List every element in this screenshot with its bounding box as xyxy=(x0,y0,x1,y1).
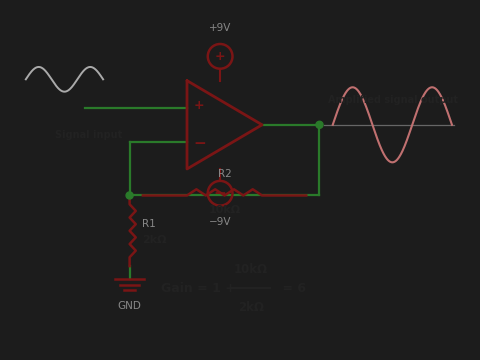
Text: −: − xyxy=(193,136,206,151)
Circle shape xyxy=(316,121,323,128)
Text: +: + xyxy=(215,50,226,63)
Text: 2kΩ: 2kΩ xyxy=(238,301,264,314)
Text: 10kΩ: 10kΩ xyxy=(234,263,268,276)
Text: +: + xyxy=(193,99,204,112)
Text: −9V: −9V xyxy=(209,217,231,227)
Text: 10kΩ: 10kΩ xyxy=(208,205,240,215)
Text: +9V: +9V xyxy=(209,23,231,33)
Text: R1: R1 xyxy=(142,219,156,229)
Text: Amplified signal output: Amplified signal output xyxy=(328,95,458,105)
Text: Gain = 1 +: Gain = 1 + xyxy=(160,282,240,295)
Text: = 6: = 6 xyxy=(278,282,306,295)
Circle shape xyxy=(126,192,133,199)
Text: GND: GND xyxy=(118,301,142,311)
Text: Signal input: Signal input xyxy=(55,130,122,140)
Text: R2: R2 xyxy=(217,169,231,179)
Text: −: − xyxy=(214,186,227,201)
Text: 2kΩ: 2kΩ xyxy=(142,235,167,244)
